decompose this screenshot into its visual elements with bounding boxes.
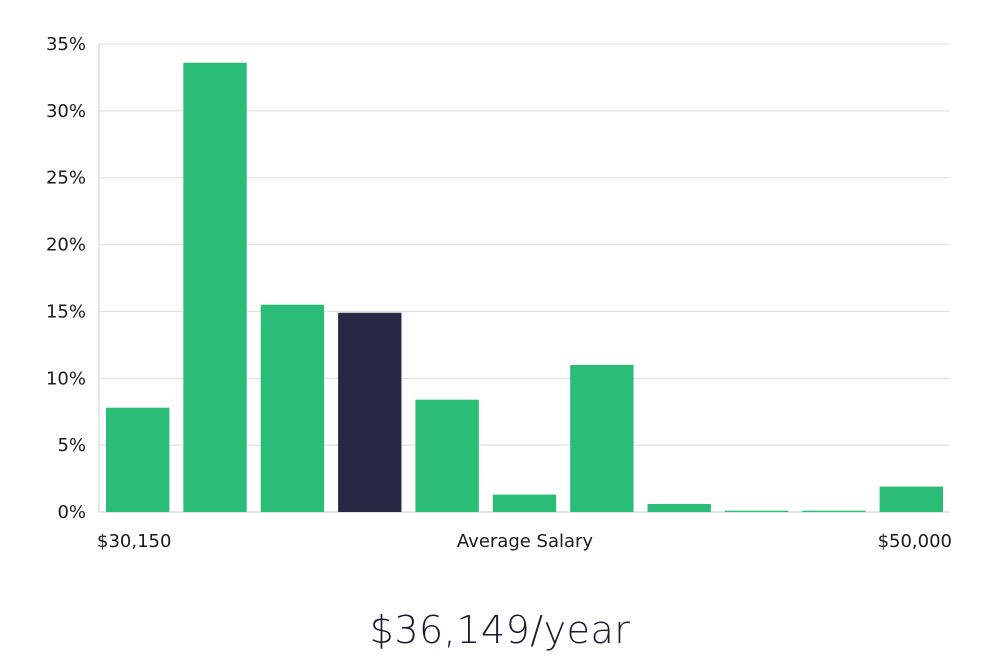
y-tick-label: 15% (46, 301, 86, 322)
y-tick-label: 30% (46, 101, 86, 122)
histogram-bar (570, 364, 634, 512)
histogram-bar (106, 407, 170, 512)
y-tick-label: 0% (57, 502, 86, 523)
histogram-bar (183, 62, 247, 512)
y-tick-label: 10% (46, 368, 86, 389)
histogram-bar (879, 486, 943, 512)
histogram-svg: 0% 5% 10% 15% 20% 25% 30% 35% $30,150 Average Sal… (46, 34, 952, 552)
x-axis-title: Average Salary (457, 531, 594, 552)
x-min-label: $30,150 (97, 531, 171, 552)
histogram-bar (647, 503, 711, 512)
salary-histogram: 0% 5% 10% 15% 20% 25% 30% 35% $30,150 Average Sal… (46, 34, 952, 552)
y-tick-label: 5% (57, 435, 86, 456)
y-tick-label: 25% (46, 168, 86, 189)
average-salary-value: $36,149/year (369, 608, 631, 652)
x-max-label: $50,000 (878, 531, 952, 552)
y-tick-label: 35% (46, 34, 86, 55)
histogram-bar-highlighted (338, 312, 402, 512)
histogram-bar (260, 304, 325, 512)
y-tick-label: 20% (46, 235, 86, 256)
histogram-bar (492, 494, 557, 512)
histogram-bar (724, 510, 789, 512)
histogram-bar (415, 399, 479, 512)
histogram-bar (802, 510, 866, 512)
